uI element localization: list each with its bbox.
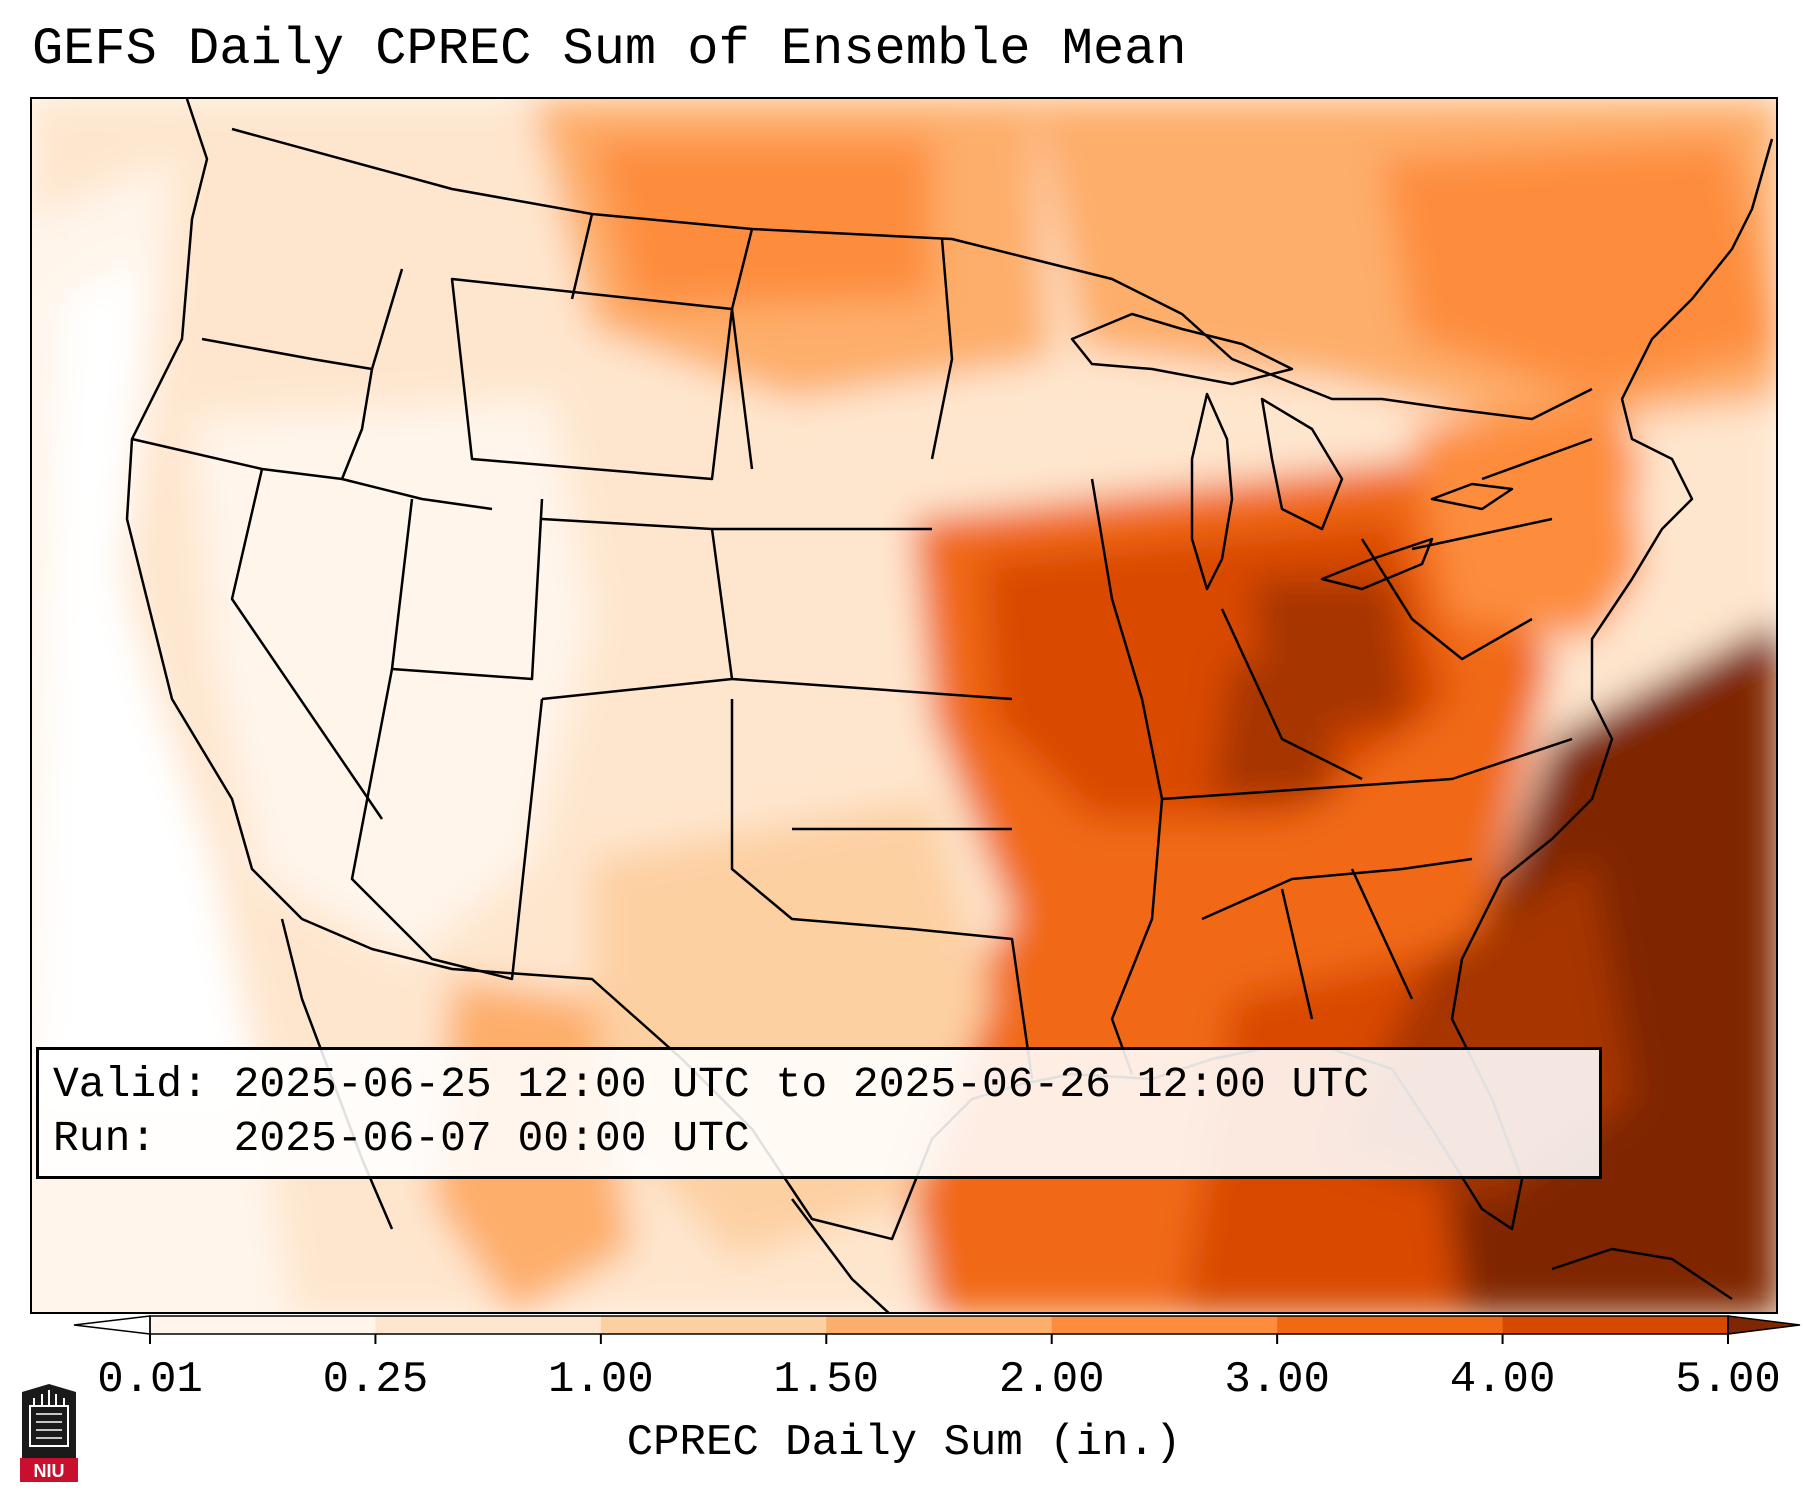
- colorbar-tick-label: 2.00: [998, 1355, 1105, 1405]
- field-north-plains-core: [592, 139, 932, 309]
- east-states: [1161, 437, 1593, 1020]
- tx-border: [730, 699, 1034, 1080]
- logo-shield: [22, 1384, 76, 1458]
- colorbar-segment: [1051, 1316, 1278, 1334]
- colorbar-tick-label: 4.00: [1449, 1355, 1556, 1405]
- colorbar-tick-label: 3.00: [1224, 1355, 1330, 1405]
- colorbar-tick-label: 0.01: [97, 1355, 203, 1405]
- lake-superior: [1070, 312, 1294, 386]
- colorbar-segment: [826, 1316, 1053, 1334]
- nv-east: [230, 468, 384, 820]
- ne-ks-line: [712, 527, 1013, 831]
- ut-box: [390, 498, 544, 681]
- lake-michigan: [1190, 392, 1234, 591]
- niu-logo: NIU: [20, 1384, 78, 1482]
- colorbar-segment: [150, 1316, 376, 1334]
- colorbar-over-arrow: [1727, 1315, 1801, 1335]
- colorbar-segment: [1502, 1316, 1729, 1334]
- lake-erie: [1320, 537, 1434, 591]
- colorbar-segment: [600, 1316, 827, 1334]
- colorbar-tick-label: 0.25: [322, 1355, 429, 1405]
- id-east: [340, 268, 493, 511]
- logo-spires: [33, 1390, 65, 1406]
- map-title: GEFS Daily CPREC Sum of Ensemble Mean: [32, 20, 1187, 79]
- field-west-white: [32, 259, 262, 1099]
- field-canada-core: [1382, 139, 1776, 399]
- run-time: Run: 2025-06-07 00:00 UTC: [53, 1114, 750, 1163]
- field-northeast: [1412, 399, 1672, 639]
- cuba: [1551, 1247, 1733, 1301]
- validity-box: Valid: 2025-06-25 12:00 UTC to 2025-06-2…: [36, 1047, 1602, 1179]
- lake-huron: [1260, 397, 1344, 531]
- mt-sd: [570, 213, 954, 470]
- lake-ontario: [1430, 482, 1514, 511]
- colorbar-label: CPREC Daily Sum (in.): [626, 1418, 1182, 1468]
- valid-time: Valid: 2025-06-25 12:00 UTC to 2025-06-2…: [53, 1060, 1370, 1109]
- logo-text: NIU: [34, 1461, 65, 1481]
- colorbar-tick-label: 1.00: [548, 1355, 654, 1405]
- co-box: [541, 517, 734, 701]
- colorbar-ticks: [149, 1334, 1729, 1344]
- field-intermountain: [192, 399, 592, 959]
- colorbar-segment: [1277, 1316, 1504, 1334]
- colorbar-segments: [150, 1316, 1729, 1334]
- canada-border: [231, 127, 1593, 421]
- logo-banner: [20, 1458, 78, 1482]
- colorbar-under-arrow: [73, 1315, 151, 1335]
- field-new-england-offshore: [1632, 440, 1776, 659]
- colorbar-border: [149, 1315, 1729, 1335]
- colorbar-tick-label: 1.50: [773, 1355, 880, 1405]
- wa-or-line: [201, 337, 373, 371]
- field-kentucky-peak: [1212, 659, 1332, 799]
- wy-box: [450, 277, 734, 481]
- colorbar-segment: [375, 1316, 602, 1334]
- gulf-mexico-coast: [791, 1198, 890, 1312]
- az-nm: [350, 668, 544, 981]
- colorbar-tick-label: 5.00: [1675, 1355, 1781, 1405]
- logo-windows: [36, 1413, 62, 1439]
